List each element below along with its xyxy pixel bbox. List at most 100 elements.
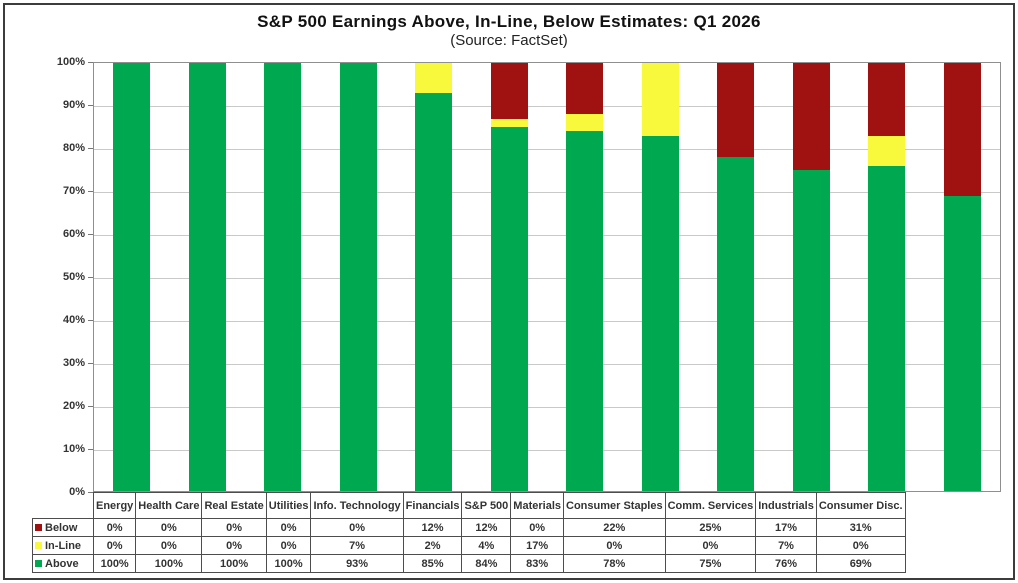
- value-cell: 0%: [310, 518, 404, 537]
- value-cell: 0%: [201, 536, 267, 555]
- bar-column: [623, 63, 699, 491]
- y-axis-tick-mark: [88, 148, 93, 149]
- table-row: Above 100% 100% 100% 100% 93% 85% 84% 83% 78% 75% 7…: [32, 554, 906, 573]
- gridline: [94, 106, 1000, 107]
- value-cell: 100%: [92, 554, 137, 573]
- stacked-bar: [641, 63, 679, 491]
- value-cell: 31%: [815, 518, 906, 537]
- bar-segment-above: [339, 63, 377, 491]
- value-cell: 100%: [201, 554, 267, 573]
- bar-segment-inline: [868, 135, 906, 166]
- y-axis-tick-mark: [88, 105, 93, 106]
- chart-area: 100% 90% 80% 70% 60% 50% 40% 30% 20% 10% 0% Energy…: [5, 50, 1013, 574]
- y-axis-tick-mark: [88, 449, 93, 450]
- y-axis-tick-label: 70%: [62, 185, 85, 197]
- bar-segment-below: [490, 63, 528, 119]
- bar-column: [547, 63, 623, 491]
- stacked-bar: [868, 63, 906, 491]
- category-header: Real Estate: [201, 492, 267, 519]
- value-cell: 0%: [201, 518, 267, 537]
- y-axis-tick-label: 30%: [62, 357, 85, 369]
- value-cell: 0%: [664, 536, 757, 555]
- table-corner-cell: [33, 493, 94, 519]
- gridline: [94, 321, 1000, 322]
- gridline: [94, 278, 1000, 279]
- table-row: In-Line 0% 0% 0% 0% 7% 2% 4% 17% 0% 0% 7% 0%: [32, 536, 906, 555]
- y-axis-tick-mark: [88, 277, 93, 278]
- value-cell: 85%: [402, 554, 463, 573]
- plot-area: [93, 62, 1001, 492]
- y-axis-tick-mark: [88, 191, 93, 192]
- category-header: Industrials: [755, 492, 817, 519]
- category-header: Materials: [510, 492, 564, 519]
- stacked-bar: [490, 63, 528, 491]
- value-cell: 0%: [265, 536, 312, 555]
- bar-segment-above: [868, 165, 906, 491]
- chart-figure: S&P 500 Earnings Above, In-Line, Below E…: [3, 3, 1015, 580]
- value-cell: 22%: [563, 518, 666, 537]
- y-axis-tick-mark: [88, 320, 93, 321]
- chart-title: S&P 500 Earnings Above, In-Line, Below E…: [257, 12, 761, 31]
- bar-segment-above: [490, 127, 528, 491]
- value-cell: 69%: [815, 554, 906, 573]
- value-cell: 78%: [563, 554, 666, 573]
- value-cell: 93%: [310, 554, 404, 573]
- value-cell: 0%: [510, 518, 564, 537]
- value-cell: 0%: [265, 518, 312, 537]
- bar-segment-inline: [641, 63, 679, 136]
- data-table: Energy Health Care Real Estate Utilities Inf…: [32, 492, 906, 573]
- y-axis-tick-label: 100%: [56, 56, 85, 68]
- y-axis-tick-mark: [88, 363, 93, 364]
- y-axis-tick-label: 10%: [62, 443, 85, 455]
- legend-swatch-icon: [35, 523, 42, 531]
- table-row: Below 0% 0% 0% 0% 0% 12% 12% 0% 22% 25% 17% 31%: [32, 518, 906, 537]
- value-cell: 75%: [664, 554, 757, 573]
- value-cell: 0%: [92, 536, 137, 555]
- bar-column: [849, 63, 925, 491]
- bar-segment-inline: [566, 114, 604, 132]
- stacked-bar: [415, 63, 453, 491]
- y-axis-tick-mark: [88, 492, 93, 493]
- stacked-bar: [188, 63, 226, 491]
- category-header: S&P 500: [461, 492, 512, 519]
- bar-segment-above: [415, 92, 453, 491]
- stacked-bar: [113, 63, 151, 491]
- y-axis-tick-label: 90%: [62, 99, 85, 111]
- value-cell: 2%: [402, 536, 463, 555]
- value-cell: 0%: [135, 536, 203, 555]
- bar-segment-above: [113, 63, 151, 491]
- value-cell: 100%: [135, 554, 203, 573]
- series-row-header: Below: [32, 518, 94, 537]
- gridline: [94, 407, 1000, 408]
- chart-subtitle: (Source: FactSet): [450, 32, 568, 49]
- stacked-bar: [792, 63, 830, 491]
- y-axis-tick-mark: [88, 62, 93, 63]
- y-axis-tick-label: 20%: [62, 400, 85, 412]
- stacked-bar: [339, 63, 377, 491]
- bar-segment-below: [566, 63, 604, 115]
- value-cell: 0%: [135, 518, 203, 537]
- y-axis-tick-label: 60%: [62, 228, 85, 240]
- bar-column: [472, 63, 548, 491]
- category-header: Energy: [92, 492, 137, 519]
- bar-column: [698, 63, 774, 491]
- y-axis-tick-mark: [88, 234, 93, 235]
- gridline: [94, 450, 1000, 451]
- bar-column: [321, 63, 397, 491]
- value-cell: 83%: [510, 554, 564, 573]
- category-header: Utilities: [265, 492, 312, 519]
- bar-segment-above: [188, 63, 226, 491]
- value-cell: 76%: [755, 554, 817, 573]
- bar-column: [774, 63, 850, 491]
- category-header: Health Care: [135, 492, 203, 519]
- bar-segment-below: [868, 63, 906, 136]
- series-name: Above: [45, 557, 79, 570]
- value-cell: 4%: [461, 536, 512, 555]
- stacked-bar: [264, 63, 302, 491]
- y-axis-tick-label: 50%: [62, 271, 85, 283]
- value-cell: 12%: [461, 518, 512, 537]
- series-row-header: Above: [32, 554, 94, 573]
- bar-segment-inline: [490, 118, 528, 128]
- legend-swatch-icon: [35, 541, 42, 549]
- bar-segment-below: [943, 63, 981, 196]
